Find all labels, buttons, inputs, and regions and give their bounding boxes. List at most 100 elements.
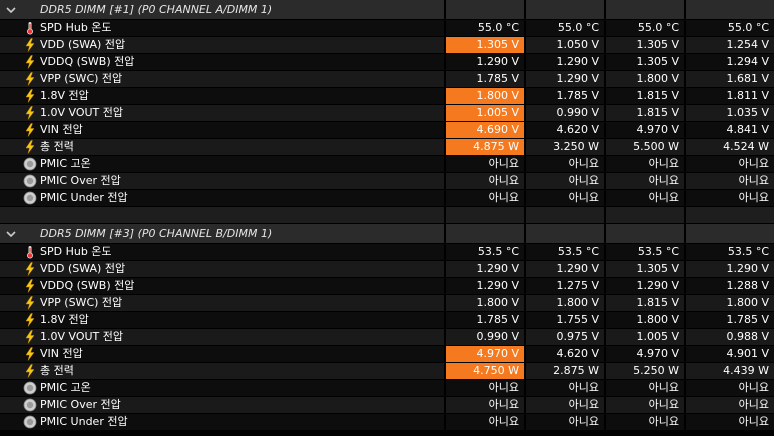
chevron-down-icon[interactable]: [5, 227, 17, 239]
thermometer-icon: [23, 245, 37, 259]
status-circle-icon: [23, 398, 37, 412]
sensor-row[interactable]: 1.0V VOUT 전압 0.990 V 0.975 V 1.005 V 0.988 V: [0, 329, 774, 346]
sensor-value: 53.5 °C: [686, 244, 774, 260]
sensor-value: 아니요: [686, 380, 774, 396]
lightning-icon: [23, 38, 37, 52]
section-header[interactable]: DDR5 DIMM [#1] (P0 CHANNEL A/DIMM 1): [0, 0, 774, 20]
sensor-value: 4.970 V: [446, 346, 524, 362]
sensor-row[interactable]: VIN 전압 4.970 V 4.620 V 4.970 V 4.901 V: [0, 346, 774, 363]
sensor-label-cell: VIN 전압: [0, 346, 444, 362]
sensor-value: 1.290 V: [526, 71, 604, 87]
sensor-value: 아니요: [606, 414, 684, 430]
sensor-row[interactable]: 1.8V 전압 1.785 V 1.755 V 1.800 V 1.785 V: [0, 312, 774, 329]
sensor-value: 아니요: [526, 414, 604, 430]
sensor-value: 아니요: [446, 190, 524, 206]
header-cell: [446, 224, 524, 243]
sensor-value: 1.005 V: [606, 329, 684, 345]
sensor-value: 아니요: [526, 190, 604, 206]
sensor-value: 0.990 V: [446, 329, 524, 345]
sensor-name: SPD Hub 온도: [40, 245, 112, 258]
sensor-name: VDDQ (SWB) 전압: [40, 55, 135, 68]
sensor-value: 1.815 V: [606, 105, 684, 121]
sensor-value: 4.901 V: [686, 346, 774, 362]
sensor-name: VPP (SWC) 전압: [40, 296, 123, 309]
sensor-row[interactable]: 총 전력 4.750 W 2.875 W 5.250 W 4.439 W: [0, 363, 774, 380]
sensor-label-cell: 1.8V 전압: [0, 312, 444, 328]
sensor-value: 4.970 V: [606, 346, 684, 362]
sensor-value: 1.254 V: [686, 37, 774, 53]
sensor-row[interactable]: VIN 전압 4.690 V 4.620 V 4.970 V 4.841 V: [0, 122, 774, 139]
sensor-value: 아니요: [606, 156, 684, 172]
sensor-value: 1.305 V: [446, 37, 524, 53]
sensor-value: 55.0 °C: [606, 20, 684, 36]
thermometer-icon: [23, 21, 37, 35]
sensor-row[interactable]: VDD (SWA) 전압 1.305 V 1.050 V 1.305 V 1.254 V: [0, 37, 774, 54]
sensor-name: PMIC Over 전압: [40, 174, 121, 187]
sensor-row[interactable]: PMIC 고온 아니요 아니요 아니요 아니요: [0, 156, 774, 173]
sensor-label-cell: PMIC Over 전압: [0, 397, 444, 413]
sensor-value: 2.875 W: [526, 363, 604, 379]
sensor-row[interactable]: SPD Hub 온도 55.0 °C 55.0 °C 55.0 °C 55.0 °C: [0, 20, 774, 37]
section-header[interactable]: DDR5 DIMM [#3] (P0 CHANNEL B/DIMM 1): [0, 224, 774, 244]
sensor-row[interactable]: VPP (SWC) 전압 1.785 V 1.290 V 1.800 V 1.681 V: [0, 71, 774, 88]
sensor-value: 아니요: [686, 156, 774, 172]
sensor-value: 1.305 V: [606, 261, 684, 277]
sensor-value: 1.800 V: [526, 295, 604, 311]
sensor-value: 아니요: [686, 173, 774, 189]
sensor-value: 아니요: [686, 397, 774, 413]
sensor-row[interactable]: VDD (SWA) 전압 1.290 V 1.290 V 1.305 V 1.290 V: [0, 261, 774, 278]
sensor-label-cell: 1.0V VOUT 전압: [0, 105, 444, 121]
sensor-row[interactable]: PMIC Under 전압 아니요 아니요 아니요 아니요: [0, 190, 774, 207]
sensor-value: 1.755 V: [526, 312, 604, 328]
spacer-cell: [686, 207, 774, 223]
sensor-row[interactable]: VDDQ (SWB) 전압 1.290 V 1.275 V 1.290 V 1.288 …: [0, 278, 774, 295]
lightning-icon: [23, 262, 37, 276]
sensor-label-cell: VPP (SWC) 전압: [0, 71, 444, 87]
sensor-value: 1.288 V: [686, 278, 774, 294]
sensor-name: 1.8V 전압: [40, 89, 89, 102]
sensor-value: 1.035 V: [686, 105, 774, 121]
sensor-value: 1.800 V: [686, 295, 774, 311]
sensor-value: 1.290 V: [526, 261, 604, 277]
sensor-label-cell: PMIC 고온: [0, 156, 444, 172]
lightning-icon: [23, 364, 37, 378]
sensor-row[interactable]: PMIC Over 전압 아니요 아니요 아니요 아니요: [0, 397, 774, 414]
sensor-row[interactable]: VPP (SWC) 전압 1.800 V 1.800 V 1.815 V 1.800 V: [0, 295, 774, 312]
lightning-icon: [23, 55, 37, 69]
sensor-value: 아니요: [606, 397, 684, 413]
sensor-row[interactable]: SPD Hub 온도 53.5 °C 53.5 °C 53.5 °C 53.5 °C: [0, 244, 774, 261]
header-cell: [446, 0, 524, 19]
sensor-value: 1.785 V: [446, 71, 524, 87]
sensor-value: 5.500 W: [606, 139, 684, 155]
sensor-name: VDD (SWA) 전압: [40, 262, 126, 275]
section-header-label: DDR5 DIMM [#3] (P0 CHANNEL B/DIMM 1): [0, 224, 444, 243]
sensor-value: 53.5 °C: [446, 244, 524, 260]
sensor-row[interactable]: PMIC Under 전압 아니요 아니요 아니요 아니요: [0, 414, 774, 431]
sensor-label-cell: VPP (SWC) 전압: [0, 295, 444, 311]
sensor-label-cell: PMIC 고온: [0, 380, 444, 396]
sensor-row[interactable]: 총 전력 4.875 W 3.250 W 5.500 W 4.524 W: [0, 139, 774, 156]
header-cell: [526, 0, 604, 19]
header-cell: [606, 0, 684, 19]
section-spacer: [0, 207, 774, 224]
sensor-row[interactable]: VDDQ (SWB) 전압 1.290 V 1.290 V 1.305 V 1.294 …: [0, 54, 774, 71]
chevron-down-icon[interactable]: [5, 3, 17, 15]
sensor-value: 아니요: [446, 380, 524, 396]
sensor-value: 1.005 V: [446, 105, 524, 121]
sensor-value: 1.785 V: [686, 312, 774, 328]
sensor-row[interactable]: 1.8V 전압 1.800 V 1.785 V 1.815 V 1.811 V: [0, 88, 774, 105]
sensor-value: 55.0 °C: [446, 20, 524, 36]
sensor-name: SPD Hub 온도: [40, 21, 112, 34]
spacer-label: [0, 207, 444, 223]
sensor-label-cell: VDDQ (SWB) 전압: [0, 278, 444, 294]
sensor-value: 1.275 V: [526, 278, 604, 294]
status-circle-icon: [23, 415, 37, 429]
sensor-row[interactable]: PMIC 고온 아니요 아니요 아니요 아니요: [0, 380, 774, 397]
sensor-value: 0.975 V: [526, 329, 604, 345]
sensor-value: 아니요: [686, 190, 774, 206]
sensor-row[interactable]: 1.0V VOUT 전압 1.005 V 0.990 V 1.815 V 1.035 V: [0, 105, 774, 122]
sensor-value: 아니요: [446, 156, 524, 172]
sensor-row[interactable]: PMIC Over 전압 아니요 아니요 아니요 아니요: [0, 173, 774, 190]
sensor-value: 4.524 W: [686, 139, 774, 155]
